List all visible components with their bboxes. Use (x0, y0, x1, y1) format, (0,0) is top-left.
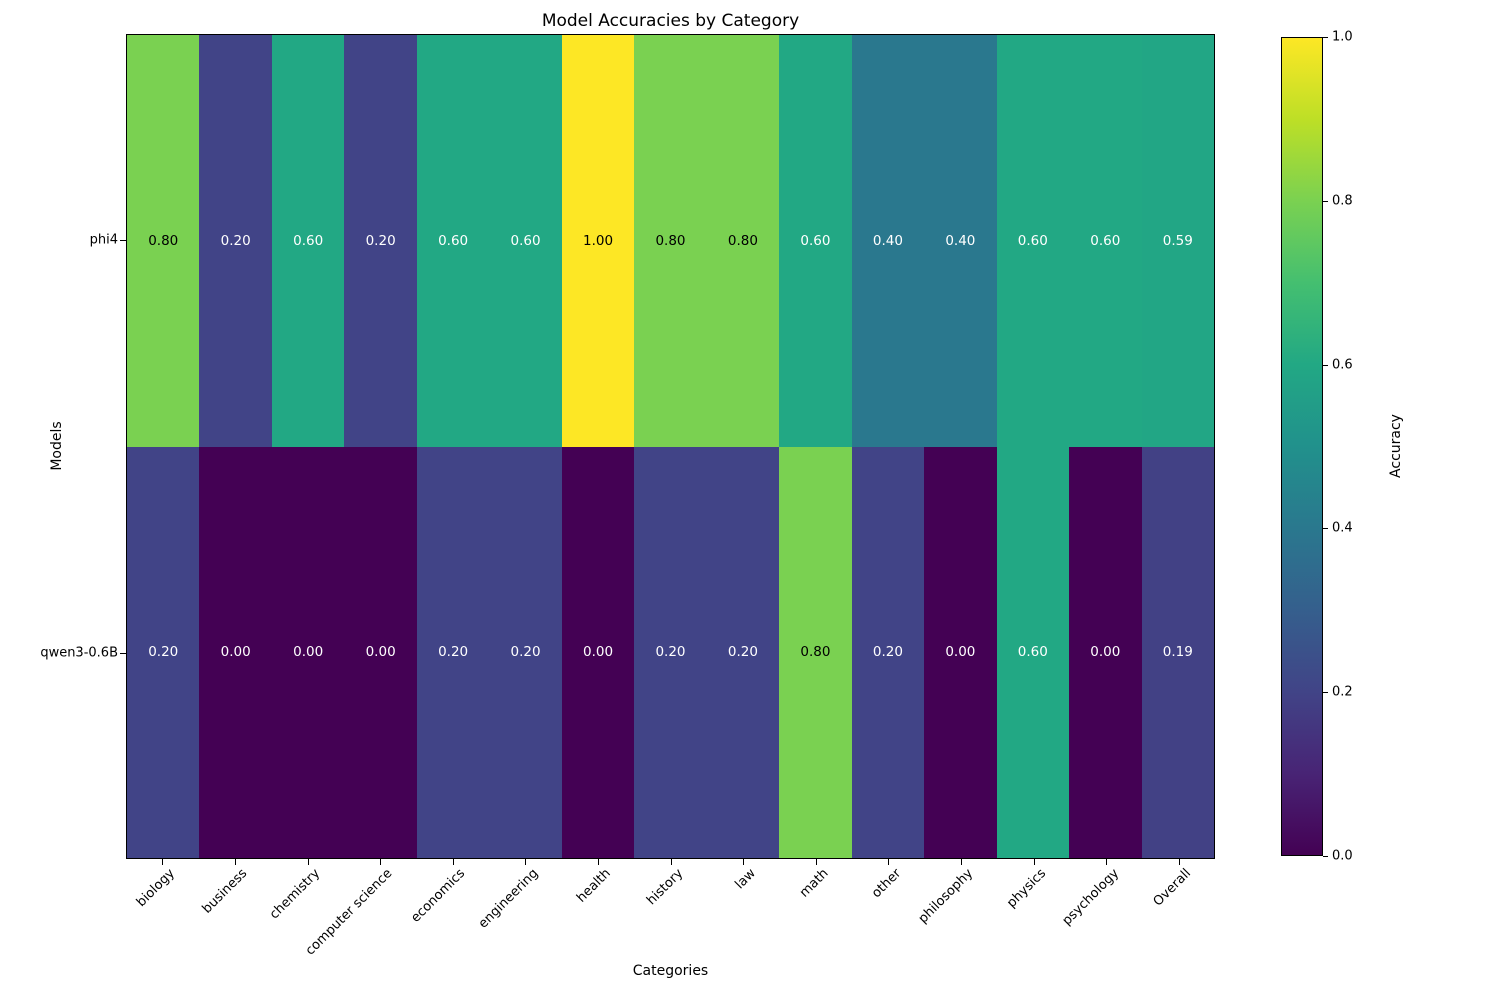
x-tick-label: Overall (1150, 866, 1195, 910)
heatmap-cell: 0.20 (706, 446, 780, 858)
x-tick-label: math (796, 866, 832, 901)
heatmap-cell: 0.20 (127, 446, 200, 858)
heatmap-cell: 0.80 (127, 35, 200, 447)
colorbar-tick-label: 0.4 (1332, 520, 1353, 536)
colorbar (1281, 37, 1323, 856)
heatmap-cell: 0.60 (1069, 35, 1142, 447)
heatmap-cell: 0.60 (996, 35, 1070, 447)
x-tick-mark (452, 859, 454, 865)
heatmap-cell: 0.20 (489, 446, 562, 858)
heatmap-cell: 1.00 (561, 35, 635, 447)
x-tick-label: biology (133, 866, 178, 911)
colorbar-tick-mark (1323, 364, 1328, 366)
heatmap-cell: 0.19 (1141, 446, 1214, 858)
x-tick-label: physics (1004, 866, 1050, 911)
x-tick-label: other (868, 866, 904, 902)
heatmap-cell: 0.60 (779, 35, 852, 447)
heatmap-cell: 0.60 (489, 35, 562, 447)
colorbar-tick-mark (1323, 528, 1328, 530)
x-tick-mark (815, 859, 817, 865)
heatmap-cell: 0.80 (634, 35, 707, 447)
x-tick-label: history (643, 866, 687, 909)
x-tick-mark (960, 859, 962, 865)
heatmap-cell: 0.00 (199, 446, 272, 858)
heatmap-cell: 0.80 (706, 35, 780, 447)
colorbar-tick-label: 1.0 (1332, 29, 1353, 45)
y-axis-label: Models (49, 421, 65, 471)
colorbar-tick-mark (1323, 856, 1328, 857)
heatmap-cell: 0.20 (344, 35, 417, 447)
heatmap-cell: 0.00 (924, 446, 997, 858)
x-tick-label: engineering (475, 866, 541, 932)
y-tick-mark (120, 240, 126, 242)
x-tick-mark (234, 859, 236, 865)
heatmap-cell: 0.40 (851, 35, 925, 447)
x-tick-label: business (199, 866, 251, 917)
heatmap-cell: 0.20 (199, 35, 272, 447)
x-tick-mark (1178, 859, 1180, 865)
x-tick-mark (888, 859, 890, 865)
x-tick-mark (162, 859, 164, 865)
x-tick-mark (525, 859, 527, 865)
y-tick-label: qwen3-0.6B (40, 645, 118, 661)
colorbar-tick-label: 0.6 (1332, 357, 1353, 373)
x-tick-label: chemistry (266, 866, 324, 923)
heatmap-cell: 0.20 (416, 446, 490, 858)
y-tick-mark (120, 652, 126, 654)
heatmap-cell: 0.80 (779, 446, 852, 858)
x-axis-label: Categories (632, 963, 709, 979)
heatmap-cell: 0.00 (344, 446, 417, 858)
x-tick-mark (597, 859, 599, 865)
heatmap-cell: 0.60 (996, 446, 1070, 858)
x-tick-mark (307, 859, 309, 865)
colorbar-label: Accuracy (1388, 414, 1404, 478)
heatmap-cell: 0.20 (634, 446, 707, 858)
x-tick-label: economics (408, 866, 469, 926)
x-tick-mark (743, 859, 745, 865)
colorbar-tick-label: 0.2 (1332, 684, 1353, 700)
x-tick-label: psychology (1059, 866, 1122, 929)
heatmap-plot: 0.80 0.20 0.60 0.20 0.60 0.60 1.00 0.80 0.80 0.60… (126, 34, 1215, 859)
colorbar-tick-mark (1323, 37, 1328, 38)
heatmap-cell: 0.20 (851, 446, 925, 858)
x-tick-mark (1106, 859, 1108, 865)
heatmap-cell: 0.00 (561, 446, 635, 858)
heatmap-cell: 0.59 (1141, 35, 1214, 447)
heatmap-cell: 0.40 (924, 35, 997, 447)
x-tick-mark (670, 859, 672, 865)
heatmap-cell: 0.60 (416, 35, 490, 447)
x-tick-mark (380, 859, 382, 865)
x-tick-label: philosophy (915, 866, 977, 927)
colorbar-tick-mark (1323, 200, 1328, 202)
colorbar-tick-label: 0.8 (1332, 193, 1353, 209)
heatmap-cell: 0.00 (271, 446, 345, 858)
heatmap-cell: 0.60 (271, 35, 345, 447)
x-tick-mark (1033, 859, 1035, 865)
x-tick-label: law (732, 866, 759, 893)
colorbar-tick-mark (1323, 692, 1328, 694)
colorbar-tick-label: 0.0 (1332, 848, 1353, 864)
x-tick-label: health (573, 866, 614, 906)
heatmap-cell: 0.00 (1069, 446, 1142, 858)
chart-title: Model Accuracies by Category (541, 11, 800, 31)
y-tick-label: phi4 (89, 232, 118, 248)
